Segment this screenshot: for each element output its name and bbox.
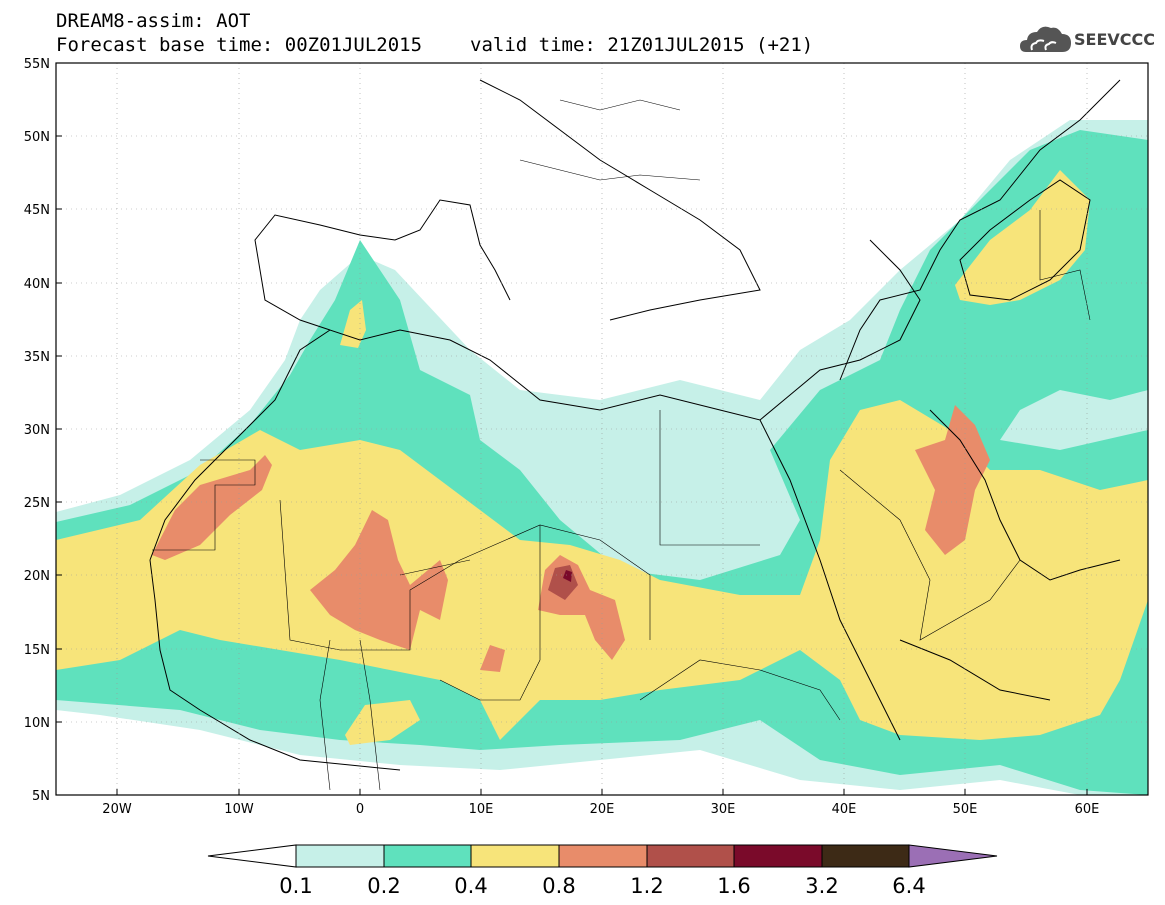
chart-title: DREAM8-assim: AOT bbox=[56, 10, 251, 32]
logo-text: SEEVCCC bbox=[1074, 30, 1155, 49]
aot-level-0.4 bbox=[56, 400, 1148, 740]
aot-level-0.8-niger bbox=[480, 645, 505, 672]
tick-marks bbox=[56, 62, 1088, 796]
colorbar-label: 6.4 bbox=[892, 874, 925, 898]
colorbar-label: 0.8 bbox=[542, 874, 575, 898]
colorbar-segment bbox=[383, 844, 472, 868]
lon-tick-label: 0 bbox=[356, 802, 364, 817]
lat-tick-label: 30N bbox=[24, 423, 50, 438]
colorbar-arrow-low bbox=[207, 844, 297, 868]
lon-tick-label: 60E bbox=[1075, 802, 1100, 817]
seevccc-logo: SEEVCCC bbox=[1018, 20, 1155, 60]
forecast-times: Forecast base time: 00Z01JUL2015 valid ti… bbox=[56, 34, 813, 56]
lat-tick-label: 40N bbox=[24, 277, 50, 292]
lon-tick-label: 10W bbox=[224, 802, 254, 817]
colorbar-label: 0.1 bbox=[279, 874, 312, 898]
lon-tick-label: 20W bbox=[102, 802, 132, 817]
aot-level-0.4-westafrica bbox=[345, 700, 420, 745]
colorbar-segment bbox=[821, 844, 910, 868]
lat-tick-label: 25N bbox=[24, 496, 50, 511]
lon-tick-label: 40E bbox=[832, 802, 857, 817]
cloud-icon bbox=[1020, 26, 1071, 52]
lon-tick-labels: 20W 10W 0 10E 20E 30E 40E 50E 60E bbox=[102, 802, 1099, 817]
aot-level-0.4-caspian bbox=[955, 170, 1090, 305]
colorbar-segment bbox=[733, 844, 823, 868]
lon-tick-label: 10E bbox=[469, 802, 494, 817]
lon-tick-label: 50E bbox=[953, 802, 978, 817]
lat-tick-label: 35N bbox=[24, 350, 50, 365]
colorbar-segment bbox=[558, 844, 648, 868]
colorbar bbox=[207, 844, 998, 868]
country-borders bbox=[152, 99, 1091, 791]
aot-contours bbox=[56, 120, 1148, 795]
aot-level-0.8-saudi bbox=[915, 405, 990, 555]
aot-level-0.8-mauritania bbox=[152, 455, 272, 560]
coastlines bbox=[149, 79, 1121, 771]
colorbar-labels: 0.1 0.2 0.4 0.8 1.2 1.6 3.2 6.4 bbox=[279, 874, 925, 898]
colorbar-segment bbox=[470, 844, 560, 868]
colorbar-label: 1.6 bbox=[717, 874, 750, 898]
lat-tick-label: 20N bbox=[24, 569, 50, 584]
valid-time: valid time: 21Z01JUL2015 (+21) bbox=[470, 34, 814, 56]
colorbar-label: 0.2 bbox=[367, 874, 400, 898]
aot-level-1.6 bbox=[563, 570, 572, 582]
lat-tick-label: 15N bbox=[24, 643, 50, 658]
colorbar-segment bbox=[646, 844, 735, 868]
lat-tick-label: 55N bbox=[24, 57, 50, 72]
lat-tick-label: 10N bbox=[24, 716, 50, 731]
lat-tick-labels: 5N 10N 15N 20N 25N 30N 35N 40N 45N 50N 5… bbox=[24, 57, 50, 804]
lat-tick-label: 45N bbox=[24, 203, 50, 218]
colorbar-arrow-high bbox=[908, 844, 998, 868]
lon-tick-label: 20E bbox=[590, 802, 615, 817]
colorbar-label: 1.2 bbox=[630, 874, 663, 898]
lat-tick-label: 50N bbox=[24, 130, 50, 145]
lat-tick-label: 5N bbox=[32, 789, 50, 804]
colorbar-segment bbox=[295, 844, 385, 868]
lon-tick-label: 30E bbox=[711, 802, 736, 817]
colorbar-label: 3.2 bbox=[805, 874, 838, 898]
aot-level-0.8-mali bbox=[310, 510, 448, 650]
forecast-base-time: Forecast base time: 00Z01JUL2015 bbox=[56, 34, 423, 56]
graticule bbox=[56, 63, 1148, 795]
colorbar-label: 0.4 bbox=[454, 874, 487, 898]
